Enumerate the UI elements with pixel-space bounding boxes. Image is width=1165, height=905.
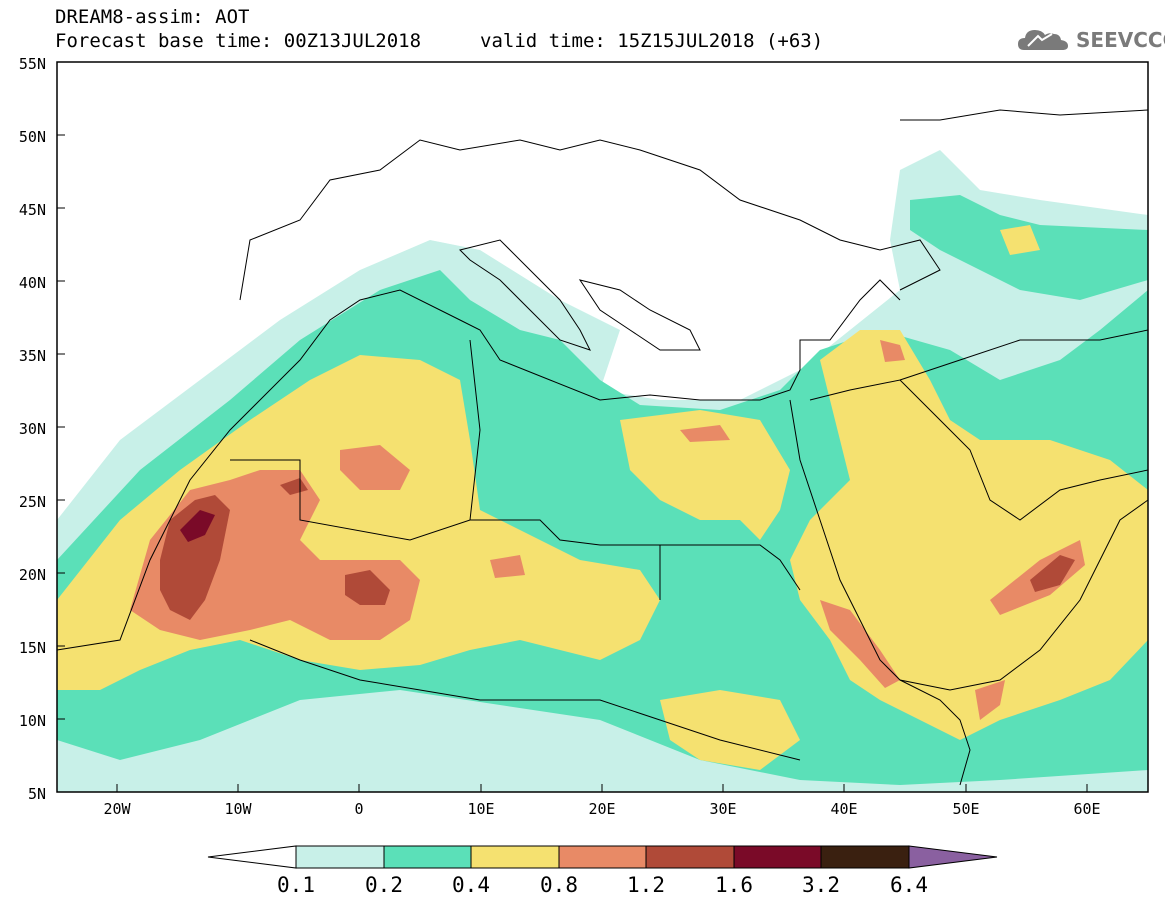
lat-label: 55N	[18, 55, 46, 73]
aot-layer-1-6	[180, 510, 215, 542]
cloud-icon	[1018, 30, 1068, 50]
lat-label: 15N	[18, 639, 46, 657]
lon-label: 20E	[588, 800, 616, 818]
colorbar-bin-4	[558, 845, 647, 869]
valid-time: valid time: 15Z15JUL2018 (+63)	[480, 30, 824, 52]
colorbar-label: 0.2	[365, 873, 403, 897]
logo-text: SEEVCCC	[1076, 28, 1165, 52]
colorbar-label: 3.2	[802, 873, 840, 897]
colorbar-bin-3	[470, 845, 560, 869]
lon-label: 50E	[952, 800, 980, 818]
lat-label: 40N	[18, 274, 46, 292]
colorbar-label: 1.6	[715, 873, 753, 897]
map-title: DREAM8-assim: AOT	[55, 6, 250, 28]
colorbar-label: 0.8	[540, 873, 578, 897]
lat-label: 45N	[18, 201, 46, 219]
colorbar-label: 0.1	[277, 873, 315, 897]
forecast-base-time: Forecast base time: 00Z13JUL2018	[55, 30, 422, 52]
lon-label: 40E	[830, 800, 858, 818]
lat-label: 30N	[18, 420, 46, 438]
seevccc-logo: SEEVCCC	[1016, 24, 1165, 56]
colorbar	[207, 845, 998, 869]
aot-layer-1-2	[160, 478, 1075, 620]
colorbar-label: 1.2	[627, 873, 665, 897]
lon-label: 20W	[103, 800, 131, 818]
colorbar-bin-5	[645, 845, 735, 869]
lat-label: 25N	[18, 493, 46, 511]
colorbar-bin-6	[733, 845, 822, 869]
lon-label: 60E	[1073, 800, 1101, 818]
lon-label: 30E	[709, 800, 737, 818]
lon-label: 10W	[224, 800, 252, 818]
lat-label: 5N	[27, 785, 46, 803]
colorbar-bin-2	[383, 845, 472, 869]
colorbar-over-arrow	[908, 845, 998, 869]
colorbar-label: 6.4	[890, 873, 928, 897]
lat-label: 35N	[18, 347, 46, 365]
lon-label: 10E	[467, 800, 495, 818]
lat-label: 50N	[18, 128, 46, 146]
colorbar-label: 0.4	[452, 873, 490, 897]
lon-label: 0	[354, 800, 364, 818]
colorbar-bin-1	[295, 845, 385, 869]
coastlines	[56, 109, 1149, 786]
axis-ticks	[57, 61, 1088, 792]
lat-label: 10N	[18, 712, 46, 730]
colorbar-under-arrow	[207, 845, 297, 869]
lat-label: 20N	[18, 566, 46, 584]
colorbar-bin-7	[820, 845, 910, 869]
